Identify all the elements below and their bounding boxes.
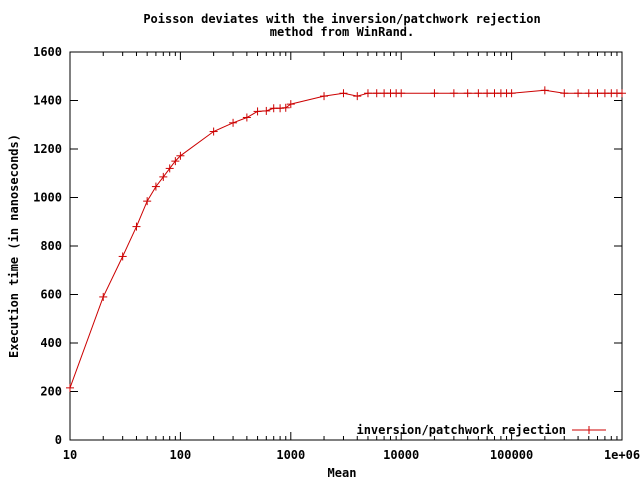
data-point [593,89,602,98]
data-point [253,107,262,116]
legend-marker [585,426,593,434]
y-tick-label: 600 [40,288,62,302]
series-line [69,89,622,389]
data-point [262,106,271,115]
y-tick-label: 1600 [33,45,62,59]
data-point [286,100,295,109]
data-point [66,383,74,392]
data-point [474,89,483,98]
y-axis-label: Execution time (in nanoseconds) [7,134,21,358]
data-point [165,164,174,173]
y-tick-label: 1400 [33,94,62,108]
y-tick-label: 1000 [33,191,62,205]
y-tick-label: 800 [40,239,62,253]
y-tick-label: 200 [40,385,62,399]
chart-title-line-2: method from WinRand. [270,25,415,39]
data-point [363,89,372,98]
x-tick-label: 100000 [490,448,533,462]
data-point [397,89,406,98]
data-point [449,89,458,98]
y-axis: 0 200 400 600 800 1000 1200 1400 1600 [33,45,622,447]
y-tick-label: 400 [40,336,62,350]
data-point [320,92,329,101]
data-point [339,89,348,98]
y-tick-label: 0 [55,433,62,447]
data-point [560,89,569,98]
data-point [618,89,626,98]
x-axis-label: Mean [328,466,357,480]
data-point [463,89,472,98]
data-point [430,89,439,98]
x-tick-label: 10000 [383,448,419,462]
data-point [151,182,160,191]
data-point [132,222,141,231]
data-point [171,157,180,166]
legend: inversion/patchwork rejection [356,423,606,437]
x-tick-label: 1000 [276,448,305,462]
y-tick-label: 1200 [33,142,62,156]
data-point [281,103,290,112]
chart-title-line-1: Poisson deviates with the inversion/patc… [143,12,540,26]
x-tick-label: 10 [63,448,77,462]
data-point [159,172,168,181]
data-point [507,89,516,98]
data-point [574,89,583,98]
data-point [353,92,362,101]
data-point [540,86,549,95]
x-axis: 10 100 1000 10000 100000 1e+06 [63,52,640,462]
legend-label: inversion/patchwork rejection [356,423,566,437]
data-point [118,252,127,261]
data-point [99,292,108,301]
data-point [584,89,593,98]
x-tick-label: 100 [170,448,192,462]
data-point [229,118,238,127]
data-point [242,113,251,122]
data-point [372,89,381,98]
plot-frame [69,51,623,441]
data-point [209,127,218,136]
data-point [143,197,152,206]
x-tick-label: 1e+06 [604,448,640,462]
series-layer [66,86,626,392]
data-point [176,151,185,160]
data-point [483,89,492,98]
